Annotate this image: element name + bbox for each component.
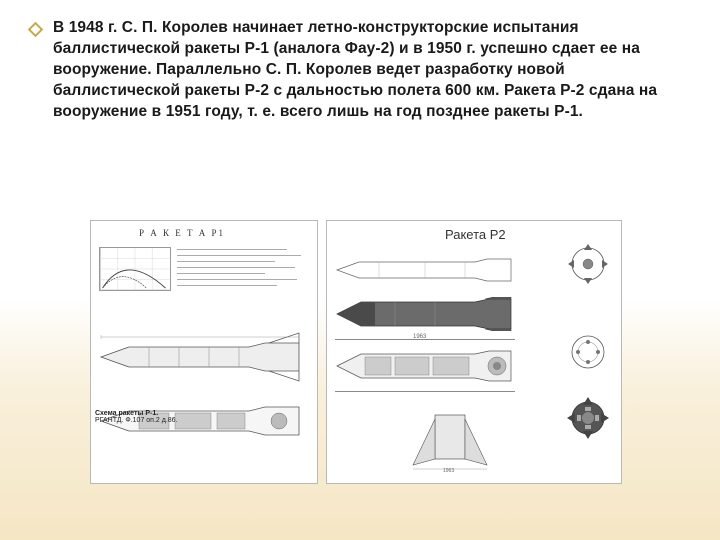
bullet-marker-icon [28, 22, 44, 38]
r1-side-view [99, 329, 309, 385]
diagram-r1: Р А К Е Т А Р1 [90, 220, 318, 484]
diagram-r2: Ракета Р2 1963 [326, 220, 622, 484]
diagram-row: Р А К Е Т А Р1 [90, 220, 622, 484]
trajectory-graph [99, 247, 171, 291]
spec-text-lines [177, 249, 307, 291]
svg-text:1963: 1963 [443, 468, 454, 473]
r2-cutaway-view [335, 349, 515, 383]
diagram-r2-title: Ракета Р2 [445, 227, 506, 242]
diagram-r1-header: Р А К Е Т А Р1 [139, 228, 225, 238]
r2-tail-view: 1963 [405, 409, 495, 473]
r2-cross-section-1 [565, 241, 611, 287]
body-text: В 1948 г. С. П. Королев начинает летно-к… [53, 18, 692, 123]
slide: В 1948 г. С. П. Королев начинает летно-к… [0, 0, 720, 123]
dimension-label: 1963 [413, 334, 426, 340]
bullet-item: В 1948 г. С. П. Королев начинает летно-к… [28, 18, 692, 123]
diagram-r1-caption: Схема ракеты Р-1. РГАНТД. Ф.107 оп.2 д.8… [95, 410, 178, 425]
r2-side-view [335, 297, 515, 331]
r2-cross-section-3 [565, 395, 611, 441]
r2-cross-section-2 [565, 329, 611, 375]
caption-line-1: Схема ракеты Р-1. [95, 410, 178, 418]
caption-line-2: РГАНТД. Ф.107 оп.2 д.86. [95, 417, 178, 425]
r2-outline-view [335, 257, 515, 283]
dimension-line [335, 391, 515, 392]
